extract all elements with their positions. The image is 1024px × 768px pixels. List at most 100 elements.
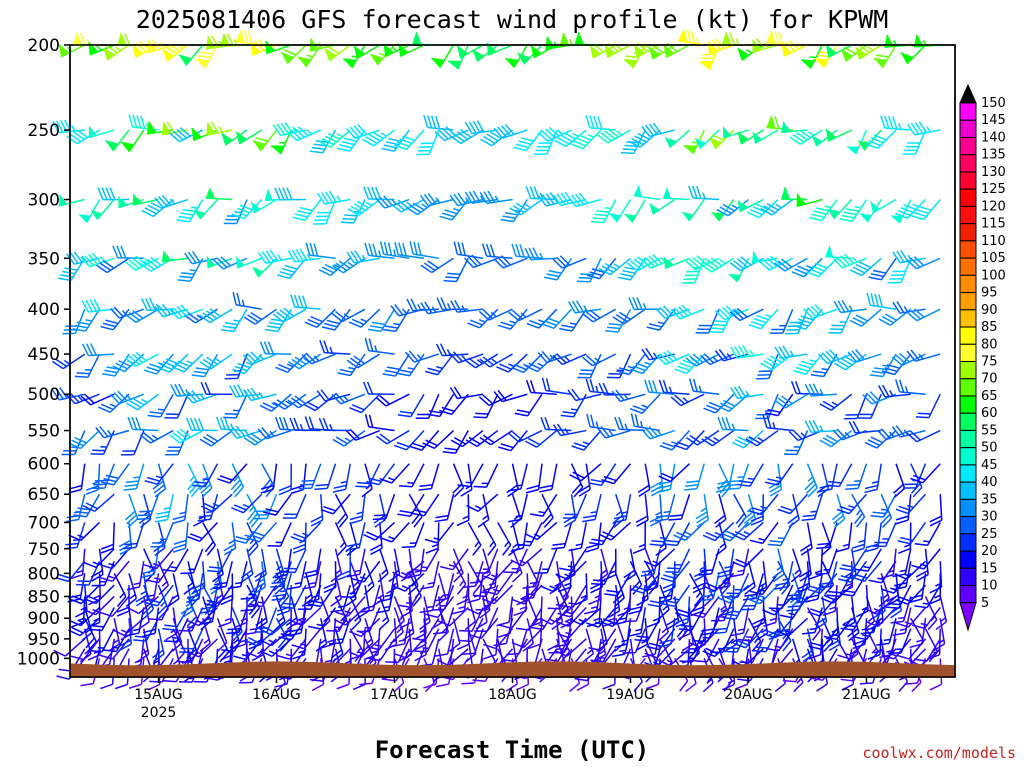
wind-barb-full xyxy=(135,594,148,603)
wind-barb-full xyxy=(113,392,124,403)
wind-barb-full xyxy=(353,355,365,365)
wind-barb-full xyxy=(348,321,362,328)
wind-barb-full xyxy=(323,340,329,354)
wind-barb-full xyxy=(105,140,119,146)
wind-barb-full xyxy=(232,292,237,306)
wind-barb-half xyxy=(92,561,100,566)
wind-barb xyxy=(282,548,307,574)
wind-barb-full xyxy=(253,40,265,51)
wind-barb-shaft xyxy=(95,548,115,568)
wind-barb-full xyxy=(204,541,214,553)
wind-barb-shaft xyxy=(334,522,348,547)
wind-barb-full xyxy=(177,279,191,282)
wind-barb xyxy=(169,428,204,444)
wind-barb xyxy=(192,463,219,488)
wind-barb-full xyxy=(161,303,172,315)
wind-barb-full xyxy=(73,131,85,141)
wind-barb-full xyxy=(150,38,161,50)
wind-barb-shaft xyxy=(379,548,389,574)
wind-barb-half xyxy=(191,206,198,209)
wind-barb-shaft xyxy=(314,393,336,412)
wind-barb-full xyxy=(143,564,157,570)
wind-barb xyxy=(136,493,160,521)
wind-barb-full xyxy=(142,628,156,634)
wind-barb-half xyxy=(136,197,142,204)
wind-barb-shaft xyxy=(209,494,219,520)
wind-barb-full xyxy=(192,484,206,488)
wind-barb-full xyxy=(227,627,241,631)
wind-barb-full xyxy=(293,417,300,431)
wind-barb xyxy=(139,429,174,444)
wind-barb-full xyxy=(97,187,104,200)
wind-barb-half xyxy=(121,199,128,206)
wind-barb-shaft xyxy=(261,548,267,575)
wind-barb-full xyxy=(191,250,201,263)
wind-barb-shaft xyxy=(372,584,381,611)
wind-barb-full xyxy=(51,388,60,401)
wind-barb-shaft xyxy=(137,393,159,411)
wind-barb-half xyxy=(223,660,231,664)
wind-barb-full xyxy=(240,597,254,600)
wind-barb-shaft xyxy=(219,548,233,573)
wind-barb-full xyxy=(135,351,147,362)
wind-barb xyxy=(324,44,351,62)
wind-barb-half xyxy=(154,577,161,581)
wind-barb-pennant xyxy=(252,266,264,278)
wind-barb-full xyxy=(309,678,323,682)
wind-barb-full xyxy=(99,576,113,583)
wind-barb-full xyxy=(226,373,240,376)
wind-barb-full xyxy=(190,596,200,607)
wind-barb-shaft xyxy=(261,561,267,588)
wind-barb-half xyxy=(276,565,283,571)
wind-barb-full xyxy=(124,484,138,487)
wind-barb-full xyxy=(298,487,312,490)
wind-barb-full xyxy=(199,642,211,652)
wind-barb-full xyxy=(310,599,324,604)
wind-barb xyxy=(346,548,366,578)
wind-barb-full xyxy=(116,596,127,607)
wind-barb-full xyxy=(227,585,241,590)
wind-barb xyxy=(234,596,248,629)
wind-barb-full xyxy=(315,215,329,218)
wind-barb xyxy=(290,521,322,543)
wind-barb-full xyxy=(279,270,293,277)
wind-barb-half xyxy=(92,480,99,485)
wind-barb-half xyxy=(278,616,285,623)
wind-barb-shaft xyxy=(289,257,307,279)
wind-barb xyxy=(213,256,248,270)
wind-barb xyxy=(143,353,174,375)
wind-barb-full xyxy=(168,44,181,52)
wind-barb-full xyxy=(793,681,804,693)
wind-barb-full xyxy=(286,187,293,200)
wind-barb-shaft xyxy=(103,429,130,439)
wind-barb-shaft xyxy=(75,393,100,405)
wind-barb-full xyxy=(141,298,148,311)
wind-barb-pennant xyxy=(78,214,92,224)
wind-barb-half xyxy=(214,578,221,584)
wind-barb-shaft xyxy=(128,573,138,599)
wind-barb-full xyxy=(341,596,355,598)
wind-barb-full xyxy=(223,547,236,556)
wind-barb-shaft xyxy=(157,560,174,584)
wind-barb-full xyxy=(233,539,247,544)
wind-barb-full xyxy=(153,484,165,494)
wind-barb-full xyxy=(338,516,349,528)
wind-barb xyxy=(162,548,189,573)
wind-barb-full xyxy=(60,274,74,278)
wind-barb-full xyxy=(188,482,199,494)
wind-barb xyxy=(148,596,174,621)
wind-barb-full xyxy=(346,573,360,578)
wind-barb-full xyxy=(105,187,112,200)
wind-barb-shaft xyxy=(212,493,233,513)
wind-barb-full xyxy=(172,432,184,442)
wind-barb-full xyxy=(68,488,82,494)
wind-barb-shaft xyxy=(246,548,254,575)
wind-barb-full xyxy=(320,509,334,515)
wind-barb xyxy=(167,573,180,607)
wind-barb-full xyxy=(143,369,157,375)
wind-barb-shaft xyxy=(155,548,174,570)
wind-barb-full xyxy=(253,586,266,595)
wind-barb-full xyxy=(280,122,290,135)
wind-barb-full xyxy=(305,352,316,363)
wind-barb-half xyxy=(319,639,327,645)
